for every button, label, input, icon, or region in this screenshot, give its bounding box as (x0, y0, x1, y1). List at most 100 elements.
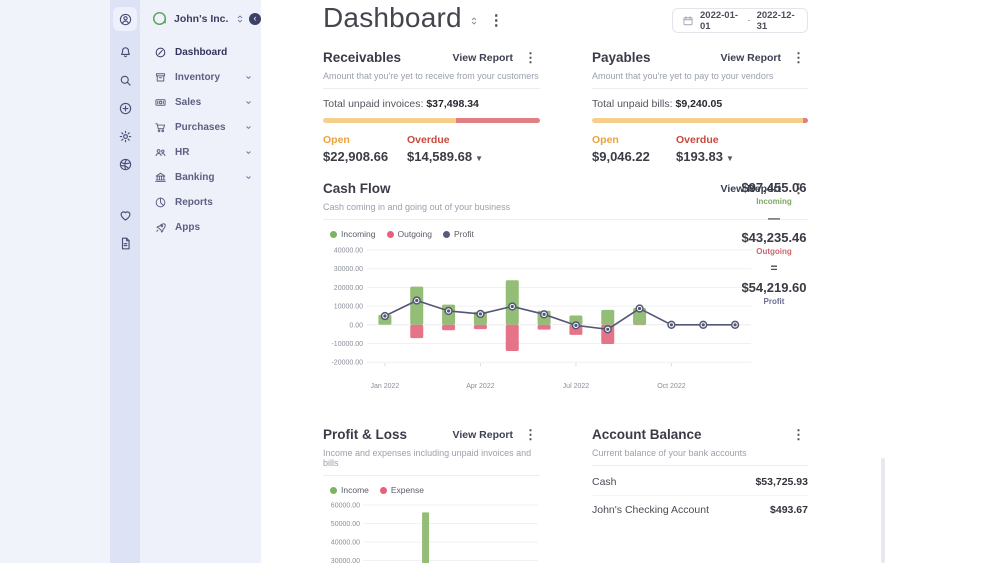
dashboard-icon (155, 47, 166, 58)
date-start: 2022-01-01 (700, 9, 739, 32)
sidebar-item-reports[interactable]: Reports (140, 190, 261, 215)
company-select-chevrons-icon[interactable] (234, 13, 246, 25)
progress-open-segment (323, 118, 456, 123)
legend-item-incoming[interactable]: Incoming (330, 229, 376, 239)
payables-title: Payables (592, 50, 651, 65)
receivables-title: Receivables (323, 50, 402, 65)
apps-icon (156, 223, 166, 233)
receivables-overdue: Overdue $14,589.68 ▼ (407, 134, 483, 164)
icon-rail (110, 0, 140, 563)
dashboard-switcher-icon[interactable] (468, 15, 480, 27)
cashflow-view-report-link[interactable]: View Report (720, 182, 782, 195)
sidebar-item-inventory[interactable]: Inventory (140, 65, 261, 90)
sales-icon (155, 99, 166, 106)
divider (323, 475, 540, 476)
legend-item-outgoing[interactable]: Outgoing (386, 229, 432, 239)
window-edge-strip (0, 0, 110, 563)
cashflow-chart: 40000.00 30000.00 20000.00 10000.00 0.00 -100… (331, 248, 751, 390)
rail-heart-button[interactable] (113, 203, 137, 227)
profit-total: $54,219.60 (741, 280, 807, 295)
profit-loss-view-report-link[interactable]: View Report (452, 428, 514, 441)
rail-plus-circle-button[interactable] (113, 96, 137, 120)
plus-circle-icon (119, 102, 131, 114)
svg-text:10000.00: 10000.00 (334, 304, 363, 311)
svg-text:Jan 2022: Jan 2022 (371, 383, 400, 390)
rail-file-button[interactable] (113, 231, 137, 255)
date-range-picker[interactable]: 2022-01-01 - 2022-12-31 (672, 8, 808, 33)
purchases-icon (155, 123, 166, 133)
svg-text:40000.00: 40000.00 (334, 248, 363, 255)
sidebar-item-label: Dashboard (175, 47, 228, 58)
payables-kebab-icon[interactable]: ⋮ (792, 50, 805, 65)
cashflow-kebab-icon[interactable]: ⋮ (792, 181, 805, 196)
payables-card: Payables View Report ⋮ Amount that you'r… (592, 46, 808, 164)
rail-bell-button[interactable] (113, 40, 137, 64)
receivables-kebab-icon[interactable]: ⋮ (524, 50, 537, 65)
menu-sidebar: John's Inc. ‹ Dashboard Inventory Sales Pur… (140, 0, 261, 563)
legend-item-expense[interactable]: Expense (379, 485, 424, 495)
profit-loss-title: Profit & Loss (323, 427, 408, 442)
profit-loss-subtitle: Income and expenses including unpaid inv… (323, 448, 532, 468)
dashboard-menu-kebab-icon[interactable]: ⋮ (488, 11, 504, 29)
account-balance-card: Account Balance ⋮ Current balance of you… (592, 423, 808, 523)
svg-text:Jul 2022: Jul 2022 (563, 383, 590, 390)
legend-label: Income (341, 485, 369, 495)
sidebar-item-label: HR (175, 147, 190, 158)
sidebar-nav: Dashboard Inventory Sales Purchases HR Bankin… (140, 40, 261, 240)
divider (323, 219, 808, 220)
sidebar-item-purchases[interactable]: Purchases (140, 115, 261, 140)
rail-world-button[interactable] (113, 152, 137, 176)
receivables-open: Open $22,908.66 (323, 134, 389, 164)
rail-gear-button[interactable] (113, 124, 137, 148)
profit-loss-chart: 60000.00 50000.00 40000.00 30000.00 (331, 503, 538, 563)
sidebar-item-hr[interactable]: HR (140, 140, 261, 165)
sidebar-item-apps[interactable]: Apps (140, 215, 261, 240)
receivables-view-report-link[interactable]: View Report (452, 51, 514, 64)
sidebar-item-label: Banking (175, 172, 215, 183)
account-icon (119, 13, 131, 25)
reports-icon (155, 197, 166, 208)
rail-account-button[interactable] (113, 7, 137, 31)
chevron-down-icon (246, 76, 251, 79)
sidebar-collapse-button[interactable]: ‹ (249, 13, 261, 25)
divider (592, 465, 808, 466)
svg-text:30000.00: 30000.00 (334, 266, 363, 273)
legend-label: Incoming (341, 229, 376, 239)
svg-text:40000.00: 40000.00 (331, 540, 360, 547)
svg-text:0.00: 0.00 (349, 322, 363, 329)
sidebar-item-dashboard[interactable]: Dashboard (140, 40, 261, 65)
sidebar-item-banking[interactable]: Banking (140, 165, 261, 190)
rail-search-button[interactable] (113, 68, 137, 92)
svg-text:60000.00: 60000.00 (331, 503, 360, 510)
profit-loss-kebab-icon[interactable]: ⋮ (524, 427, 537, 442)
receivables-total: Total unpaid invoices: $37,498.34 (323, 98, 479, 110)
legend-item-income[interactable]: Income (330, 485, 369, 495)
payables-view-report-link[interactable]: View Report (720, 51, 782, 64)
payables-progress-bar (592, 118, 808, 123)
receivables-card: Receivables View Report ⋮ Amount that yo… (323, 46, 540, 164)
svg-text:-20000.00: -20000.00 (331, 360, 363, 367)
legend-dot-icon (330, 486, 337, 494)
account-balance-kebab-icon[interactable]: ⋮ (792, 427, 805, 442)
equals-operator: = (770, 261, 778, 275)
account-name: John's Checking Account (592, 504, 709, 516)
inventory-icon (155, 73, 166, 82)
account-balance-subtitle: Current balance of your bank accounts (592, 448, 747, 458)
profit-loss-legend: Income Expense (323, 485, 540, 495)
legend-item-profit[interactable]: Profit (443, 229, 474, 239)
vertical-scrollbar[interactable] (881, 458, 885, 563)
minus-operator: — (768, 211, 780, 225)
calendar-icon (683, 15, 693, 25)
account-amount: $493.67 (770, 504, 808, 516)
sidebar-item-sales[interactable]: Sales (140, 90, 261, 115)
payables-total: Total unpaid bills: $9,240.05 (592, 98, 723, 110)
hr-icon (155, 149, 166, 157)
world-icon (119, 158, 131, 170)
date-end: 2022-12-31 (756, 9, 795, 32)
cashflow-title: Cash Flow (323, 181, 391, 196)
account-row: Cash $53,725.93 (592, 468, 808, 495)
company-switcher[interactable]: John's Inc. ‹ (140, 0, 261, 36)
chevron-down-icon (246, 151, 251, 154)
svg-text:Apr 2022: Apr 2022 (466, 383, 495, 390)
svg-text:-10000.00: -10000.00 (331, 341, 363, 348)
